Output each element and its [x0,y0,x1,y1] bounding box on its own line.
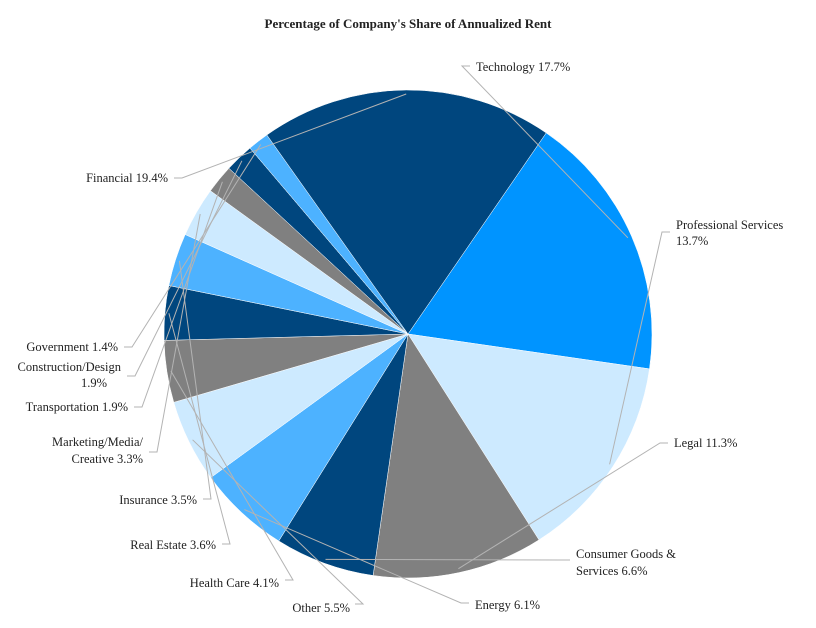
leader-line-energy [244,509,469,604]
slice-label-transportation: Transportation 1.9% [26,400,128,414]
leader-line-insurance [178,260,212,500]
slice-label-financial: Financial 19.4% [86,171,168,185]
leader-line-marketing-media-creative [149,213,201,453]
slice-label-marketing-media-creative: Marketing/Media/Creative 3.3% [52,435,143,466]
slice-label-legal: Legal 11.3% [674,436,737,450]
slice-label-construction-design: Construction/Design 1.9% [18,360,122,390]
leader-line-health-care [170,370,294,581]
pie-slice-legal [372,333,540,579]
slice-label-real-estate: Real Estate 3.6% [130,538,216,552]
leader-line-technology [460,65,629,239]
leader-line-legal [458,442,668,570]
leader-line-construction-design [127,160,243,377]
slice-label-energy: Energy 6.1% [475,598,540,612]
slice-label-consumer-goods-services: Consumer Goods & Services 6.6% [576,547,676,578]
leader-line-government [124,144,262,348]
slice-label-other: Other 5.5% [292,601,350,615]
leader-line-other [192,439,365,605]
slice-label-technology: Technology 17.7% [476,60,570,74]
pie-slice-professional-services [407,333,650,541]
slice-label-insurance: Insurance 3.5% [119,493,197,507]
leader-line-consumer-goods-services [325,558,570,561]
leader-line-professional-services [609,231,670,465]
leader-line-financial [174,93,407,179]
leader-line-real-estate [168,313,231,545]
slice-label-professional-services: Professional Services 13.7% [676,218,783,248]
pie-slice-technology [407,132,653,370]
slice-label-health-care: Health Care 4.1% [190,576,279,590]
leader-line-transportation [134,181,223,408]
chart-title: Percentage of Company's Share of Annuali… [265,16,553,31]
pie-slice-financial [266,89,547,335]
slice-label-government: Government 1.4% [26,340,118,354]
